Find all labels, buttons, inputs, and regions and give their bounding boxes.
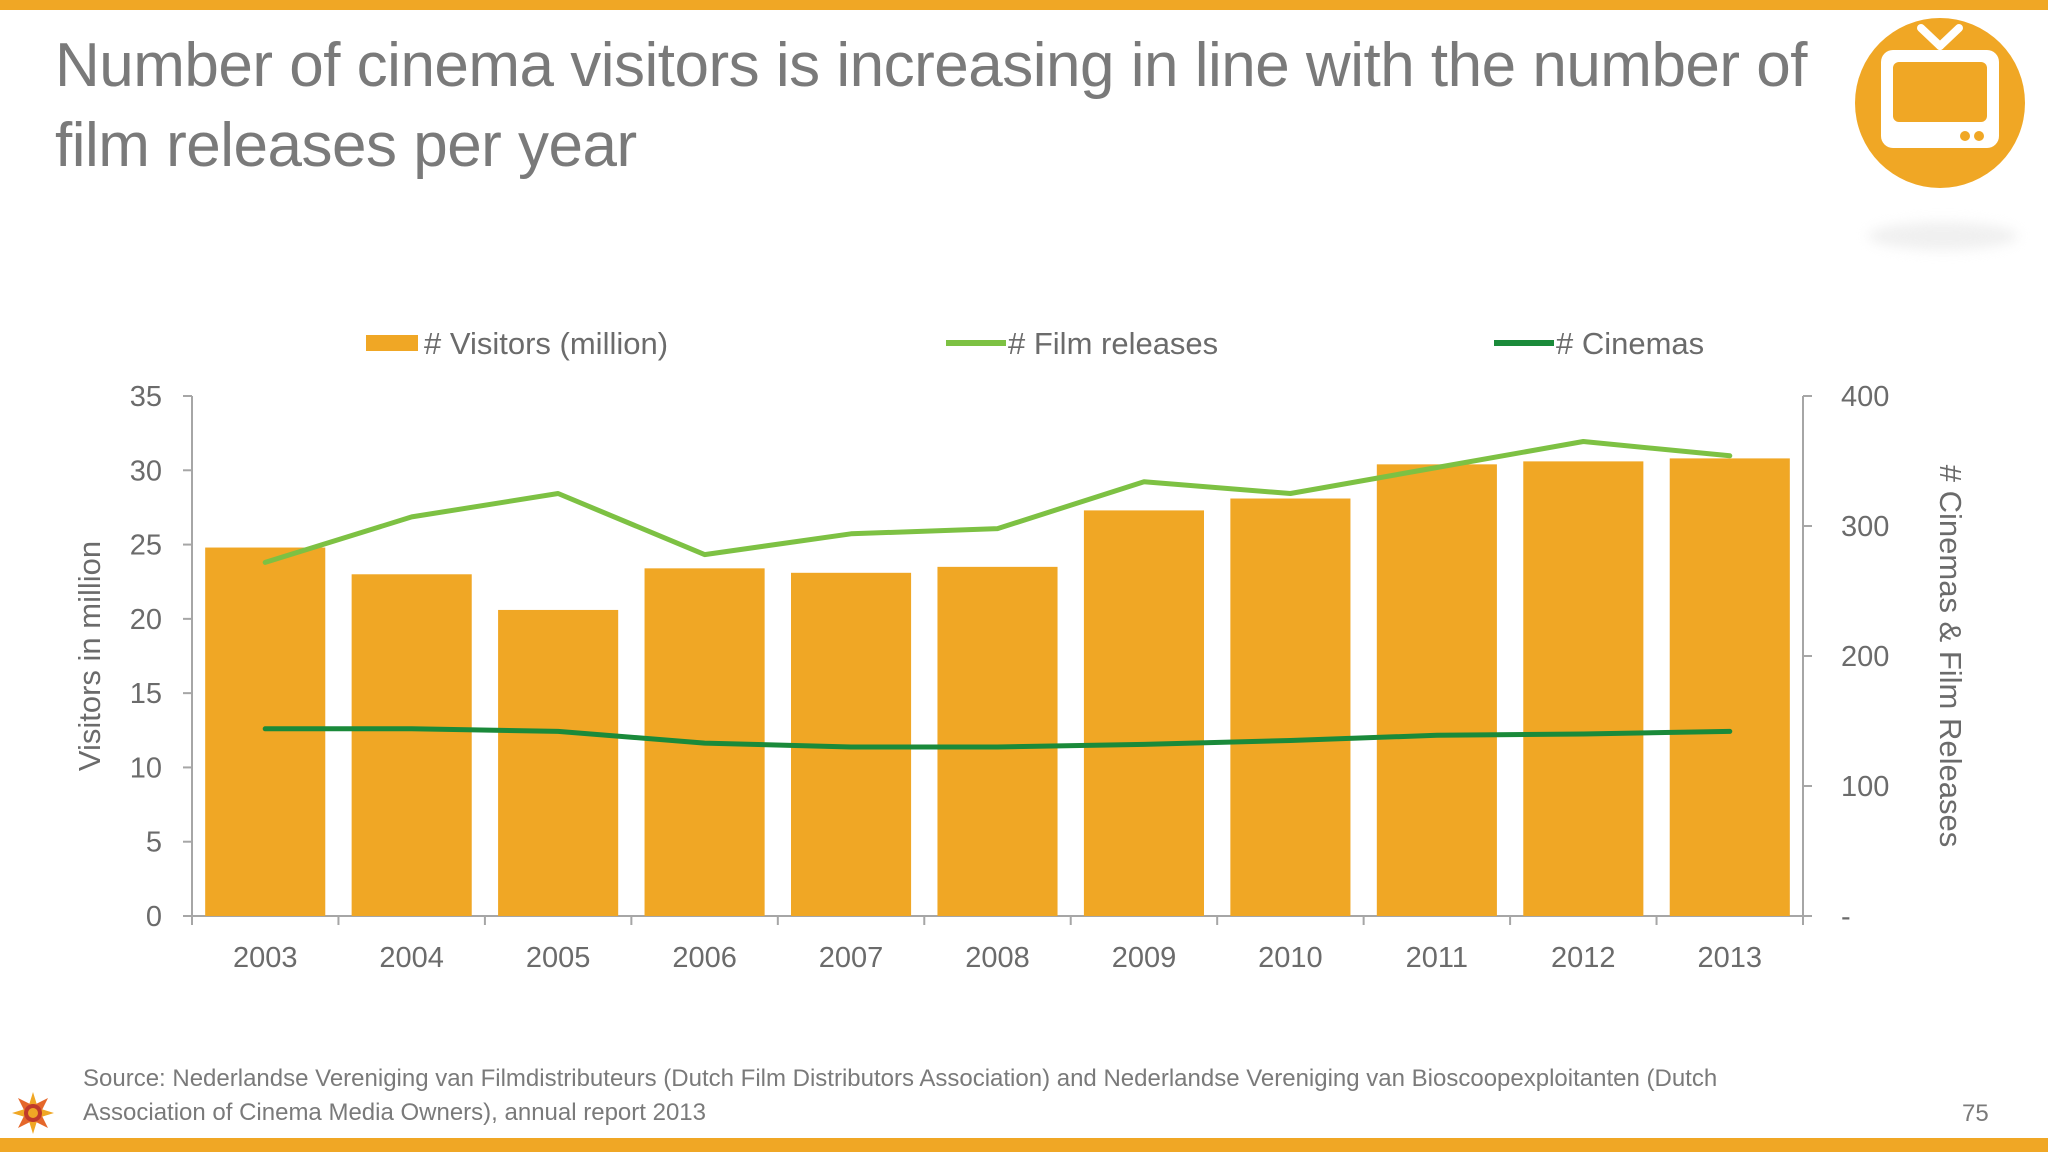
x-tick-label: 2009 <box>1112 942 1177 974</box>
x-tick-label: 2007 <box>819 942 884 974</box>
bar-visitors-2005 <box>498 609 619 916</box>
legend-label: # Film releases <box>1008 326 1218 361</box>
source-note: Source: Nederlandse Vereniging van Filmd… <box>83 1065 1718 1126</box>
x-tick-label: 2011 <box>1406 942 1468 974</box>
legend-swatch-visitors <box>366 335 418 351</box>
bar-visitors-2009 <box>1083 510 1205 916</box>
y-tick-label-left: 10 <box>130 752 162 784</box>
y-tick-label-right: 300 <box>1841 511 1889 543</box>
line-film-releases <box>262 439 1733 565</box>
y-tick-label-right: 100 <box>1841 771 1889 803</box>
y-tick-label-right: - <box>1841 901 1851 933</box>
y-tick-label-left: 25 <box>130 530 162 562</box>
x-tick-label: 2012 <box>1551 942 1616 974</box>
line-cinemas <box>262 726 1733 750</box>
y-tick-label-right: 400 <box>1841 381 1889 413</box>
slide-title: Number of cinema visitors is increasing … <box>55 31 1807 180</box>
y-tick-label-left: 35 <box>130 381 162 413</box>
bar-visitors-2013 <box>1669 458 1790 916</box>
bottom-accent-bar <box>0 1138 2048 1152</box>
page-number: 75 <box>1962 1100 1989 1127</box>
x-tick-label: 2008 <box>965 942 1030 974</box>
x-tick-label: 2013 <box>1698 942 1763 974</box>
sun-logo-icon <box>12 1092 54 1134</box>
legend-label: # Visitors (million) <box>424 326 668 361</box>
bar-visitors-2011 <box>1376 464 1497 916</box>
x-tick-label: 2004 <box>379 942 444 974</box>
y-tick-label-right: 200 <box>1841 641 1889 673</box>
tv-icon <box>1855 18 2025 188</box>
bar-visitors-2012 <box>1523 461 1644 916</box>
badge-shadow <box>1868 222 2018 250</box>
top-accent-bar <box>0 0 2048 10</box>
y-tick-label-left: 30 <box>130 455 162 487</box>
y-axis-title-right: # Cinemas & Film Releases <box>1933 465 1968 847</box>
x-tick-label: 2006 <box>672 942 737 974</box>
y-tick-label-left: 5 <box>146 827 162 859</box>
combo-chart: 0 5 10 15 20 25 30 35 - 100 200 300 400 2003 2004 2005 2… <box>72 326 1968 974</box>
bar-visitors-2003 <box>205 547 326 916</box>
bar-visitors-2004 <box>351 574 472 916</box>
legend-label: # Cinemas <box>1556 326 1704 361</box>
y-axis-title-left: Visitors in million <box>72 541 107 771</box>
y-tick-label-left: 15 <box>130 678 162 710</box>
x-tick-label: 2005 <box>526 942 591 974</box>
bar-visitors-2008 <box>937 566 1058 916</box>
x-tick-label: 2003 <box>233 942 298 974</box>
y-tick-label-left: 0 <box>146 901 162 933</box>
x-tick-label: 2010 <box>1258 942 1323 974</box>
y-tick-label-left: 20 <box>130 604 162 636</box>
bar-visitors-2010 <box>1230 498 1351 916</box>
